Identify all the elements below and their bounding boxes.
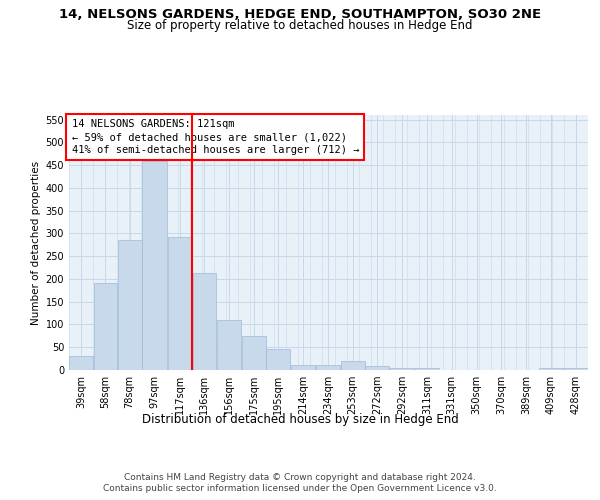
Y-axis label: Number of detached properties: Number of detached properties xyxy=(31,160,41,324)
Bar xyxy=(539,368,563,370)
Text: Size of property relative to detached houses in Hedge End: Size of property relative to detached ho… xyxy=(127,19,473,32)
Bar xyxy=(341,361,365,370)
Bar xyxy=(217,320,241,370)
Bar xyxy=(70,356,93,370)
Text: Contains public sector information licensed under the Open Government Licence v3: Contains public sector information licen… xyxy=(103,484,497,493)
Bar xyxy=(94,284,117,370)
Bar xyxy=(193,274,216,370)
Bar xyxy=(563,368,587,370)
Bar xyxy=(118,240,142,370)
Bar xyxy=(316,365,340,370)
Bar xyxy=(142,160,167,370)
Bar xyxy=(242,336,266,370)
Text: Distribution of detached houses by size in Hedge End: Distribution of detached houses by size … xyxy=(142,412,458,426)
Bar xyxy=(365,366,389,370)
Bar xyxy=(415,368,439,370)
Bar xyxy=(266,348,290,370)
Text: 14 NELSONS GARDENS: 121sqm
← 59% of detached houses are smaller (1,022)
41% of s: 14 NELSONS GARDENS: 121sqm ← 59% of deta… xyxy=(71,119,359,155)
Text: Contains HM Land Registry data © Crown copyright and database right 2024.: Contains HM Land Registry data © Crown c… xyxy=(124,472,476,482)
Bar xyxy=(168,236,192,370)
Bar xyxy=(291,365,315,370)
Text: 14, NELSONS GARDENS, HEDGE END, SOUTHAMPTON, SO30 2NE: 14, NELSONS GARDENS, HEDGE END, SOUTHAMP… xyxy=(59,8,541,20)
Bar xyxy=(390,368,414,370)
